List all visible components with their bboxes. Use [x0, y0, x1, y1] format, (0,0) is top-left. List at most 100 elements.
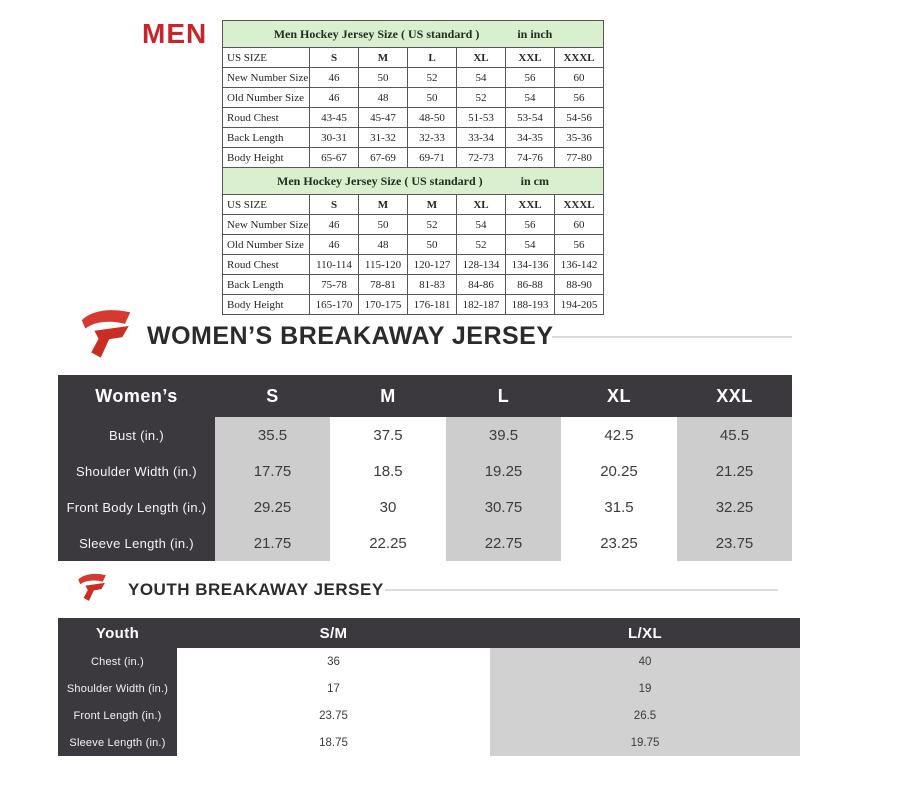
size-header-cell: S [309, 194, 359, 215]
measurement-row: New Number Size 46 50 52 54 56 60 [222, 214, 605, 235]
row-label-cell: Body Height [222, 294, 310, 315]
measurement-row: Back Length 30-31 31-32 32-33 33-34 34-35 35-3… [222, 127, 605, 148]
row-label-cell: Body Height [222, 147, 310, 168]
row-label-cell: Roud Chest [222, 107, 310, 128]
womens-size-table: Women’s S M L XL XXL Bust (in.) 35.5 37.5 39.5 42.… [58, 375, 792, 561]
value-cell: 54 [505, 234, 555, 255]
measurement-row: Old Number Size 46 48 50 52 54 56 [222, 87, 605, 108]
value-cell: 46 [309, 67, 359, 88]
value-cell: 69-71 [407, 147, 457, 168]
value-cell: 37.5 [330, 417, 446, 453]
size-header-cell: XL [456, 194, 506, 215]
value-cell: 75-78 [309, 274, 359, 295]
value-cell: 182-187 [456, 294, 506, 315]
value-cell: 46 [309, 234, 359, 255]
column-header-cell: L/XL [490, 618, 800, 648]
value-cell: 194-205 [553, 294, 605, 315]
men-table-title-cell: Men Hockey Jersey Size ( US standard ) in… [221, 167, 605, 195]
fanatics-logo-icon [78, 573, 106, 601]
value-cell: 45-47 [358, 107, 408, 128]
men-size-table: Men Hockey Jersey Size ( US standard ) in… [221, 20, 605, 315]
column-header-cell: S [215, 375, 330, 417]
size-header-cell: XL [456, 47, 506, 68]
value-cell: 54 [456, 214, 506, 235]
value-cell: 136-142 [553, 254, 605, 275]
value-cell: 46 [309, 87, 359, 108]
youth-title-divider [385, 589, 778, 591]
value-cell: 23.75 [177, 702, 490, 729]
value-cell: 48 [358, 87, 408, 108]
size-header-cell: XXXL [553, 194, 605, 215]
value-cell: 84-86 [456, 274, 506, 295]
value-cell: 18.75 [177, 729, 490, 756]
value-cell: 32-33 [407, 127, 457, 148]
row-label-cell: Back Length [222, 274, 310, 295]
measurement-row: Roud Chest 43-45 45-47 48-50 51-53 53-54 54-56 [222, 107, 605, 128]
value-cell: 29.25 [215, 489, 330, 525]
size-header-cell: XXL [505, 47, 555, 68]
row-label-cell: Bust (in.) [58, 417, 215, 453]
value-cell: 33-34 [456, 127, 506, 148]
value-cell: 60 [553, 214, 605, 235]
value-cell: 56 [505, 214, 555, 235]
value-cell: 176-181 [407, 294, 457, 315]
men-table-title-cell: Men Hockey Jersey Size ( US standard ) in… [221, 20, 605, 48]
value-cell: 77-80 [553, 147, 605, 168]
measurement-row: Bust (in.) 35.5 37.5 39.5 42.5 45.5 [58, 417, 792, 453]
row-label-cell: US SIZE [222, 194, 310, 215]
row-label-cell: US SIZE [222, 47, 310, 68]
value-cell: 52 [456, 87, 506, 108]
value-cell: 170-175 [358, 294, 408, 315]
men-table-title-text: Men Hockey Jersey Size ( US standard ) [277, 173, 483, 188]
value-cell: 48-50 [407, 107, 457, 128]
header-row: Women’s S M L XL XXL [58, 375, 792, 417]
value-cell: 60 [553, 67, 605, 88]
value-cell: 120-127 [407, 254, 457, 275]
men-table-unit-text: in inch [517, 26, 553, 41]
value-cell: 31.5 [561, 489, 677, 525]
value-cell: 188-193 [505, 294, 555, 315]
row-label-cell: Chest (in.) [58, 648, 177, 675]
value-cell: 53-54 [505, 107, 555, 128]
value-cell: 22.25 [330, 525, 446, 561]
value-cell: 18.5 [330, 453, 446, 489]
value-cell: 110-114 [309, 254, 359, 275]
size-header-cell: S [309, 47, 359, 68]
value-cell: 19.75 [490, 729, 800, 756]
womens-section-title: WOMEN’S BREAKAWAY JERSEY [147, 322, 554, 350]
value-cell: 52 [456, 234, 506, 255]
value-cell: 21.25 [677, 453, 792, 489]
size-header-row: US SIZE S M M XL XXL XXXL [222, 194, 605, 215]
value-cell: 30 [330, 489, 446, 525]
size-header-cell: M [407, 194, 457, 215]
value-cell: 31-32 [358, 127, 408, 148]
value-cell: 67-69 [358, 147, 408, 168]
value-cell: 54 [456, 67, 506, 88]
men-table-unit-text: in cm [520, 173, 550, 188]
value-cell: 21.75 [215, 525, 330, 561]
men-table-title-text: Men Hockey Jersey Size ( US standard ) [273, 26, 480, 41]
value-cell: 56 [553, 87, 605, 108]
value-cell: 46 [309, 214, 359, 235]
value-cell: 115-120 [358, 254, 408, 275]
value-cell: 19.25 [446, 453, 561, 489]
measurement-row: Roud Chest 110-114 115-120 120-127 128-134 13… [222, 254, 605, 275]
value-cell: 56 [505, 67, 555, 88]
value-cell: 30.75 [446, 489, 561, 525]
value-cell: 26.5 [490, 702, 800, 729]
value-cell: 165-170 [309, 294, 359, 315]
measurement-row: Front Length (in.) 23.75 26.5 [58, 702, 800, 729]
value-cell: 43-45 [309, 107, 359, 128]
value-cell: 50 [407, 234, 457, 255]
size-header-cell: M [358, 194, 408, 215]
measurement-row: Front Body Length (in.) 29.25 30 30.75 31.5 3… [58, 489, 792, 525]
value-cell: 54-56 [553, 107, 605, 128]
value-cell: 56 [553, 234, 605, 255]
measurement-row: Body Height 65-67 67-69 69-71 72-73 74-76 77-8… [222, 147, 605, 168]
value-cell: 34-35 [505, 127, 555, 148]
value-cell: 23.75 [677, 525, 792, 561]
column-header-cell: S/M [177, 618, 490, 648]
size-header-cell: M [358, 47, 408, 68]
measurement-row: New Number Size 46 50 52 54 56 60 [222, 67, 605, 88]
measurement-row: Sleeve Length (in.) 21.75 22.25 22.75 23.25 2… [58, 525, 792, 561]
